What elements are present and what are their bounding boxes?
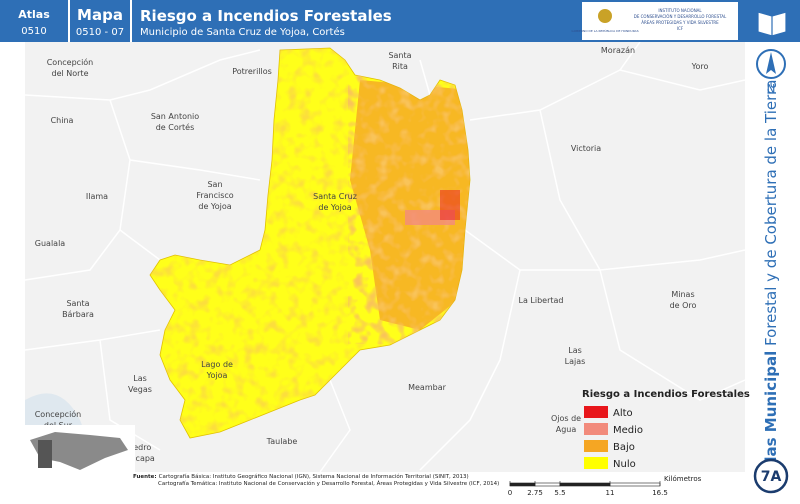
logo-emblem <box>598 9 612 23</box>
place-label: Minas <box>671 290 694 299</box>
source-line: Cartografía Básica: Instituto Geográfico… <box>159 473 469 480</box>
place-label: Lajas <box>565 357 586 366</box>
place-label: Francisco <box>196 191 233 200</box>
place-label: Concepción <box>47 57 94 67</box>
place-label: Bárbara <box>62 310 94 319</box>
sidebar-bold: Atlas Municipal <box>762 351 780 481</box>
place-label: Yojoa <box>206 371 228 380</box>
legend-label: Nulo <box>613 459 636 470</box>
place-label: Victoria <box>571 144 601 153</box>
scale-unit: Kilómetros <box>664 475 702 483</box>
source-line: Cartografía Temática: Instituto Nacional… <box>158 480 499 487</box>
place-label: Las <box>133 374 147 383</box>
book-icon <box>757 11 787 37</box>
place-label: Morazán <box>601 46 635 55</box>
legend-swatch <box>584 406 608 418</box>
scale-label: 0 <box>508 489 512 497</box>
place-label: Potrerillos <box>232 67 272 76</box>
legend: Riesgo a Incendios Forestales Alto Medio B… <box>582 389 750 470</box>
place-label: Santa <box>66 299 89 308</box>
north-arrow <box>766 52 776 74</box>
place-label: Santa Cruz <box>313 192 357 201</box>
place-label: Concepción <box>35 409 82 419</box>
place-label: de Cortés <box>156 122 195 132</box>
divider <box>130 0 132 42</box>
sidebar-title: Atlas Municipal Forestal y de Cobertura … <box>762 80 780 481</box>
place-label: Yoro <box>691 62 709 71</box>
logo-line: INSTITUTO NACIONAL <box>658 8 702 13</box>
legend-label: Bajo <box>613 442 635 453</box>
north-label: N <box>767 82 776 96</box>
sources-lead-text: Fuente: <box>133 474 157 480</box>
legend-swatch <box>584 457 608 469</box>
place-label: Agua <box>556 425 577 434</box>
place-label: Santa <box>388 51 411 60</box>
place-label: Lago de <box>201 360 233 369</box>
logo-line: ÁREAS PROTEGIDAS Y VIDA SILVESTRE <box>641 20 719 25</box>
scale-label: 5.5 <box>554 489 565 497</box>
sheet-label: 7A <box>761 469 782 485</box>
atlas-label: Atlas <box>18 8 50 21</box>
inset-country <box>30 432 128 470</box>
scale-bar: 0 2.75 5.5 11 16.5 Kilómetros <box>508 475 702 497</box>
place-label: Pedro <box>129 443 152 452</box>
logo-left: GOBIERNO DE LA REPÚBLICA DE HONDURAS <box>571 28 638 33</box>
scale-label: 11 <box>606 489 615 497</box>
place-label: Meambar <box>408 383 447 392</box>
place-label: Ojos de <box>551 414 581 423</box>
map-code: 0510 - 07 <box>76 27 124 38</box>
place-label: Rita <box>392 62 408 71</box>
legend-title: Riesgo a Incendios Forestales <box>582 389 750 400</box>
logo-line: DE CONSERVACIÓN Y DESARROLLO FORESTAL <box>634 14 727 19</box>
place-label: Taulabe <box>266 437 298 446</box>
place-label: China <box>51 116 74 125</box>
place-label: Vegas <box>128 385 152 394</box>
divider <box>68 0 70 42</box>
logo-line: ICF <box>677 26 684 31</box>
place-label: Gualala <box>35 239 66 248</box>
legend-label: Medio <box>613 425 643 436</box>
inset-highlight <box>38 440 52 468</box>
legend-label: Alto <box>613 408 633 419</box>
scale-segment <box>609 482 661 487</box>
legend-swatch <box>584 423 608 435</box>
sidebar-rest: Forestal y de Cobertura de la Tierra <box>762 80 780 351</box>
place-label: La Libertad <box>519 296 564 305</box>
place-label: San <box>207 180 222 189</box>
subtitle: Municipio de Santa Cruz de Yojoa, Cortés <box>140 26 345 38</box>
scale-segment <box>534 482 561 487</box>
sheet-circle <box>753 458 789 494</box>
place-label: de Yojoa <box>318 203 351 212</box>
place-label: de Yojoa <box>198 202 231 211</box>
sources-lead: Fuente: Cartografía Básica: Instituto Geo… <box>133 473 469 480</box>
place-label: de Oro <box>670 301 697 310</box>
place-label: Las <box>568 346 582 355</box>
atlas-code: 0510 <box>21 26 46 37</box>
scale-label: 2.75 <box>527 489 543 497</box>
place-label: del Norte <box>52 69 89 78</box>
map-label: Mapa <box>77 6 123 24</box>
legend-swatch <box>584 440 608 452</box>
place-label: San Antonio <box>151 112 199 121</box>
title: Riesgo a Incendios Forestales <box>140 7 392 25</box>
place-label: Ilama <box>86 192 108 201</box>
place-labels: Concepción del Norte Potrerillos Santa Rita M… <box>35 46 709 463</box>
scale-segment <box>509 482 536 487</box>
boundaries <box>24 41 746 473</box>
place-label: Zacapa <box>125 454 155 463</box>
scale-label: 16.5 <box>652 489 668 497</box>
scale-segment <box>559 482 611 487</box>
